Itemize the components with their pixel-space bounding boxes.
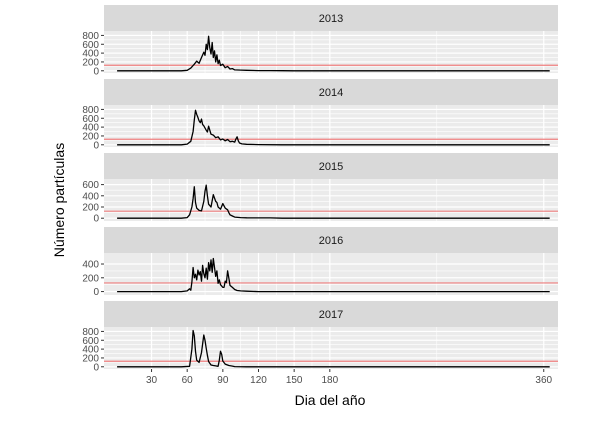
y-tick-label: 400: [82, 345, 99, 356]
x-tick-label: 120: [250, 375, 267, 386]
y-tick-label: 600: [82, 336, 99, 347]
panel-background: [104, 31, 558, 73]
y-tick-label: 800: [82, 105, 99, 116]
x-tick-label: 150: [286, 375, 303, 386]
y-tick-label: 200: [82, 203, 99, 214]
y-tick-label: 200: [82, 57, 99, 68]
y-tick-label: 200: [82, 131, 99, 142]
y-tick-label: 800: [82, 327, 99, 338]
y-tick-label: 400: [82, 123, 99, 134]
x-axis-title: Dia del año: [295, 392, 366, 408]
x-tick-label: 360: [535, 375, 552, 386]
y-tick-label: 400: [82, 49, 99, 60]
facet-strip: [104, 227, 558, 253]
y-tick-label: 600: [82, 40, 99, 51]
x-tick-label: 60: [182, 375, 194, 386]
panel-background: [104, 253, 558, 295]
series-line-2015: [117, 184, 550, 219]
facet-strip: [104, 79, 558, 105]
panel-2016: 2016 0 200 400: [82, 227, 558, 298]
panel-background: [104, 105, 558, 147]
y-tick-label: 0: [93, 214, 99, 225]
y-tick-label: 0: [93, 287, 99, 298]
y-axis-title: Número partículas: [51, 143, 67, 257]
x-axis: 30 60 90 120 150 180 360: [146, 369, 553, 386]
y-tick-label: 800: [82, 31, 99, 42]
facet-title: 2015: [319, 161, 343, 173]
facet-title: 2013: [319, 13, 343, 25]
y-tick-label: 600: [82, 114, 99, 125]
panels-layer: 2013020040060080020140200400600800201502…: [82, 5, 558, 373]
y-tick-label: 0: [93, 362, 99, 373]
facet-title: 2017: [319, 309, 343, 321]
x-tick-label: 30: [146, 375, 158, 386]
y-tick-label: 400: [82, 260, 99, 271]
panel-background: [104, 179, 558, 221]
facet-strip: [104, 5, 558, 31]
y-tick-label: 200: [82, 353, 99, 364]
y-tick-label: 200: [82, 273, 99, 284]
y-tick-label: 400: [82, 191, 99, 202]
series-line-2014: [117, 109, 550, 146]
y-tick-label: 600: [82, 180, 99, 191]
facet-title: 2014: [319, 87, 343, 99]
y-tick-label: 0: [93, 140, 99, 151]
series-line-2016: [117, 257, 550, 293]
series-line-2017: [117, 329, 550, 368]
x-tick-label: 90: [217, 375, 229, 386]
panel-background: [104, 327, 558, 369]
facet-title: 2016: [319, 235, 343, 247]
series-line-2013: [117, 35, 550, 72]
facet-strip: [104, 301, 558, 327]
y-tick-label: 0: [93, 66, 99, 77]
x-tick-label: 180: [321, 375, 338, 386]
facet-strip: [104, 153, 558, 179]
